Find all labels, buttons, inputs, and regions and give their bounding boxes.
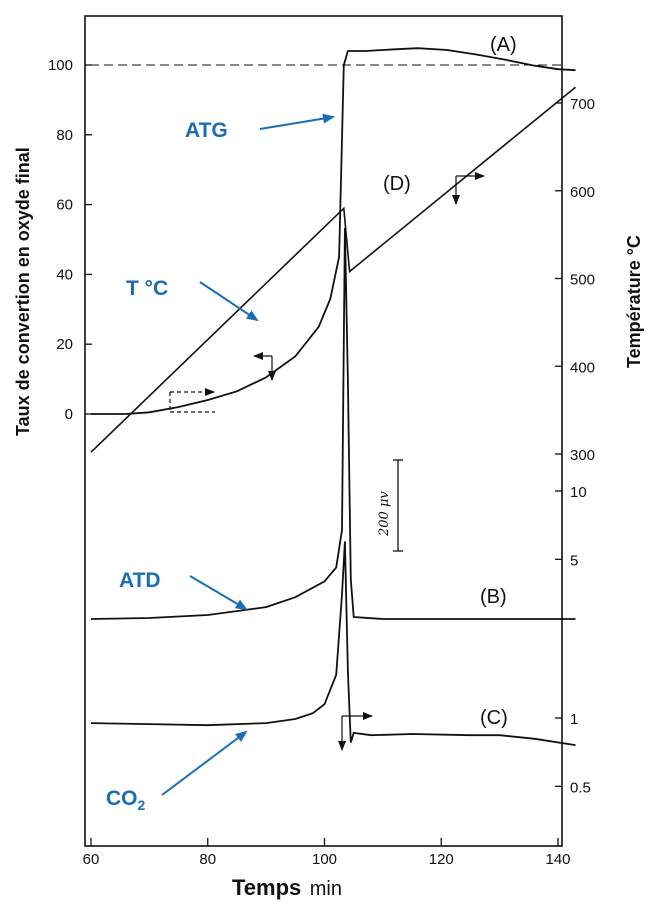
y-left-tick-label: 0 bbox=[65, 406, 73, 423]
x-axis-title: Temps min bbox=[232, 875, 342, 900]
y-right-temp-tick-label: 600 bbox=[570, 184, 595, 201]
annotation-temp-arrow bbox=[199, 281, 259, 322]
x-tick-label: 120 bbox=[429, 851, 454, 868]
x-tick-label: 100 bbox=[312, 851, 337, 868]
y-right-axis: 300 400 500 600 700 10 5 1 0.5 bbox=[555, 96, 595, 796]
series-d-line bbox=[90, 86, 577, 453]
annotation-co2: CO2 bbox=[106, 787, 146, 813]
plot-frame bbox=[84, 15, 563, 847]
series-b-label: (B) bbox=[480, 586, 507, 608]
scale-bar-label: 200 μv bbox=[377, 491, 392, 537]
series-c-label: (C) bbox=[480, 707, 508, 729]
y-left-tick-label: 40 bbox=[56, 266, 73, 283]
series-d-label: (D) bbox=[383, 173, 411, 195]
scale-bar bbox=[393, 459, 403, 552]
y-left-tick-label: 80 bbox=[56, 127, 73, 144]
y-left-tick-label: 60 bbox=[56, 197, 73, 214]
y-left-tick-label: 100 bbox=[48, 57, 73, 74]
x-axis-unit: min bbox=[310, 878, 342, 900]
x-tick-label: 80 bbox=[199, 851, 216, 868]
annotation-atd: ATD bbox=[119, 569, 161, 592]
y-right-temp-tick-label: 300 bbox=[570, 447, 595, 464]
series-a-label: (A) bbox=[490, 34, 517, 56]
annotation-atd-arrow bbox=[189, 575, 248, 611]
y-right-temp-tick-label: 700 bbox=[570, 96, 595, 113]
annotation-temp: T °C bbox=[126, 277, 168, 300]
dashed-bracket bbox=[169, 392, 215, 413]
series-b-line bbox=[90, 227, 576, 620]
series-a-line bbox=[91, 47, 576, 415]
x-axis-title-word: Temps bbox=[232, 875, 301, 900]
y-left-axis: 0 20 40 60 80 100 bbox=[48, 57, 92, 423]
y-right-axis-title: Température °C bbox=[624, 235, 644, 368]
y-right-log-tick-label: 1 bbox=[570, 711, 578, 728]
y-left-tick-label: 20 bbox=[56, 336, 73, 353]
axis-indicator-arrows bbox=[169, 172, 485, 751]
y-right-log-tick-label: 0.5 bbox=[570, 779, 591, 796]
y-right-log-tick-label: 5 bbox=[570, 552, 578, 569]
y-left-axis-title: Taux de convertion en oxyde final bbox=[13, 147, 33, 436]
x-tick-label: 60 bbox=[83, 851, 100, 868]
y-right-temp-tick-label: 500 bbox=[570, 272, 595, 289]
annotation-atg-arrow bbox=[259, 113, 335, 130]
annotation-atg: ATG bbox=[185, 119, 228, 142]
y-right-temp-tick-label: 400 bbox=[570, 359, 595, 376]
series-c-line bbox=[90, 541, 576, 746]
x-tick-label: 140 bbox=[545, 851, 570, 868]
annotation-co2-arrow bbox=[161, 730, 248, 796]
x-axis: 60 80 100 120 140 bbox=[83, 838, 571, 868]
y-right-log-tick-label: 10 bbox=[570, 484, 587, 501]
